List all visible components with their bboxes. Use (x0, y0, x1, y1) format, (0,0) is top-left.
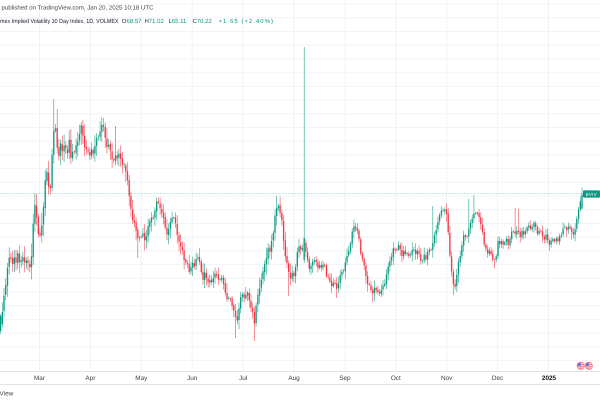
svg-text:Mar: Mar (34, 375, 46, 382)
svg-text:Jun: Jun (187, 375, 198, 382)
svg-text:L: L (169, 18, 173, 25)
svg-text:65.11: 65.11 (172, 18, 187, 25)
svg-text:Apr: Apr (85, 375, 96, 382)
svg-text:mex Implied Volatility 30 Day: mex Implied Volatility 30 Day Index, 1D,… (0, 18, 119, 25)
svg-text:Jul: Jul (239, 375, 247, 382)
svg-text:+1.65 (+2.40%): +1.65 (+2.40%) (219, 18, 274, 25)
svg-text:BVIV: BVIV (586, 192, 598, 197)
svg-text:View: View (0, 390, 14, 397)
svg-text:Sep: Sep (339, 375, 351, 382)
svg-text:71.02: 71.02 (149, 18, 165, 25)
svg-text:68.57: 68.57 (127, 18, 143, 25)
svg-text:published on TradingView.com,: published on TradingView.com, Jan 20, 20… (2, 4, 155, 11)
svg-text:Nov: Nov (441, 375, 453, 382)
svg-text:Oct: Oct (391, 375, 401, 382)
svg-text:Dec: Dec (492, 375, 504, 382)
svg-text:Aug: Aug (288, 375, 300, 382)
svg-text:C: C (193, 18, 198, 25)
svg-text:O: O (122, 18, 127, 25)
svg-text:70.22: 70.22 (197, 18, 213, 25)
svg-text:H: H (145, 18, 149, 25)
svg-text:May: May (135, 375, 148, 382)
svg-text:2025: 2025 (542, 375, 557, 382)
